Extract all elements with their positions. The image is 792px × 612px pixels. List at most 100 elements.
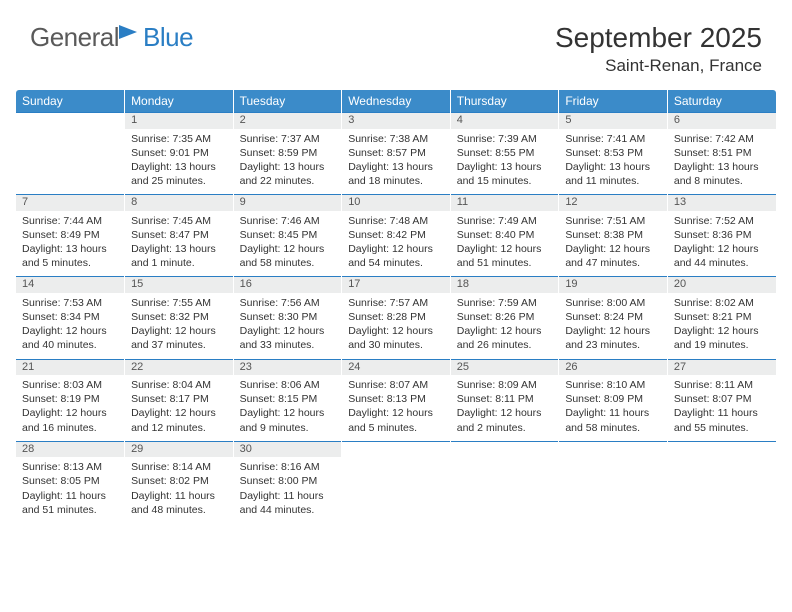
- day-number-row: 78910111213: [16, 195, 776, 211]
- day-number-cell: 25: [450, 359, 559, 375]
- daylight-line: Daylight: 13 hours and 15 minutes.: [457, 160, 553, 188]
- weekday-header: Thursday: [450, 90, 559, 113]
- day-text-row: Sunrise: 7:35 AMSunset: 9:01 PMDaylight:…: [16, 129, 776, 195]
- day-detail-cell: Sunrise: 7:45 AMSunset: 8:47 PMDaylight:…: [125, 211, 234, 277]
- sunset-line: Sunset: 8:40 PM: [457, 228, 553, 242]
- day-detail-cell: [667, 457, 776, 523]
- day-number-cell: [342, 441, 451, 457]
- day-text-row: Sunrise: 7:53 AMSunset: 8:34 PM Daylight:…: [16, 293, 776, 359]
- sunset-line: Sunset: 8:42 PM: [348, 228, 444, 242]
- day-detail-cell: Sunrise: 7:37 AMSunset: 8:59 PMDaylight:…: [233, 129, 342, 195]
- daylight-line: Daylight: 12 hours and 16 minutes.: [22, 406, 118, 434]
- weekday-header: Saturday: [667, 90, 776, 113]
- calendar-table: SundayMondayTuesdayWednesdayThursdayFrid…: [16, 90, 776, 523]
- sunrise-line: Sunrise: 7:41 AM: [565, 132, 661, 146]
- day-number-cell: 19: [559, 277, 668, 293]
- sunset-line: Sunset: 8:17 PM: [131, 392, 227, 406]
- sunrise-line: Sunrise: 7:52 AM: [674, 214, 770, 228]
- day-detail-cell: Sunrise: 8:00 AMSunset: 8:24 PMDaylight:…: [559, 293, 668, 359]
- daylight-line: Daylight: 12 hours and 19 minutes.: [674, 324, 770, 352]
- day-text-row: Sunrise: 8:13 AMSunset: 8:05 PM Daylight:…: [16, 457, 776, 523]
- sunrise-line: Sunrise: 7:53 AM: [22, 296, 118, 310]
- day-detail-cell: Sunrise: 8:16 AMSunset: 8:00 PMDaylight:…: [233, 457, 342, 523]
- sunrise-line: Sunrise: 8:07 AM: [348, 378, 444, 392]
- day-number-cell: 9: [233, 195, 342, 211]
- sunset-line: Sunset: 8:15 PM: [240, 392, 336, 406]
- daylight-line: Daylight: 13 hours and 18 minutes.: [348, 160, 444, 188]
- sunset-line: Sunset: 8:59 PM: [240, 146, 336, 160]
- sunrise-line: Sunrise: 7:55 AM: [131, 296, 227, 310]
- sunrise-line: Sunrise: 8:03 AM: [22, 378, 118, 392]
- sunrise-line: Sunrise: 8:04 AM: [131, 378, 227, 392]
- daylight-line: Daylight: 12 hours and 51 minutes.: [457, 242, 553, 270]
- sunset-line: Sunset: 8:24 PM: [565, 310, 661, 324]
- day-number-cell: [559, 441, 668, 457]
- day-number-cell: 18: [450, 277, 559, 293]
- daylight-line: Daylight: 13 hours and 25 minutes.: [131, 160, 227, 188]
- sunrise-line: Sunrise: 7:37 AM: [240, 132, 336, 146]
- day-number-cell: 29: [125, 441, 234, 457]
- logo-text-general: General: [30, 22, 119, 53]
- day-detail-cell: Sunrise: 7:48 AMSunset: 8:42 PMDaylight:…: [342, 211, 451, 277]
- daylight-line: Daylight: 12 hours and 58 minutes.: [240, 242, 336, 270]
- sunset-line: Sunset: 8:51 PM: [674, 146, 770, 160]
- sunrise-line: Sunrise: 7:39 AM: [457, 132, 553, 146]
- sunrise-line: Sunrise: 8:16 AM: [240, 460, 336, 474]
- sunrise-line: Sunrise: 7:44 AM: [22, 214, 118, 228]
- sunset-line: Sunset: 8:11 PM: [457, 392, 553, 406]
- day-number-cell: 2: [233, 113, 342, 129]
- day-number-cell: 8: [125, 195, 234, 211]
- day-number-cell: [667, 441, 776, 457]
- day-number-cell: 7: [16, 195, 125, 211]
- sunrise-line: Sunrise: 7:45 AM: [131, 214, 227, 228]
- day-number-cell: 24: [342, 359, 451, 375]
- day-number-cell: 15: [125, 277, 234, 293]
- day-detail-cell: Sunrise: 7:46 AMSunset: 8:45 PMDaylight:…: [233, 211, 342, 277]
- weekday-header: Wednesday: [342, 90, 451, 113]
- day-number-row: 14151617181920: [16, 277, 776, 293]
- sunrise-line: Sunrise: 8:14 AM: [131, 460, 227, 474]
- daylight-line: Daylight: 12 hours and 26 minutes.: [457, 324, 553, 352]
- day-number-cell: 12: [559, 195, 668, 211]
- daylight-line: Daylight: 12 hours and 30 minutes.: [348, 324, 444, 352]
- day-number-row: 21222324252627: [16, 359, 776, 375]
- daylight-line: Daylight: 12 hours and 47 minutes.: [565, 242, 661, 270]
- daylight-line: Daylight: 13 hours and 1 minute.: [131, 242, 227, 270]
- sunset-line: Sunset: 9:01 PM: [131, 146, 227, 160]
- day-number-cell: 20: [667, 277, 776, 293]
- daylight-line: Daylight: 11 hours and 48 minutes.: [131, 489, 227, 517]
- day-detail-cell: Sunrise: 8:10 AMSunset: 8:09 PMDaylight:…: [559, 375, 668, 441]
- sunset-line: Sunset: 8:34 PM: [22, 310, 118, 324]
- day-number-cell: 10: [342, 195, 451, 211]
- sunset-line: Sunset: 8:28 PM: [348, 310, 444, 324]
- sunset-line: Sunset: 8:13 PM: [348, 392, 444, 406]
- sunset-line: Sunset: 8:53 PM: [565, 146, 661, 160]
- day-number-cell: 28: [16, 441, 125, 457]
- month-title: September 2025: [555, 22, 762, 54]
- day-number-row: 282930: [16, 441, 776, 457]
- sunset-line: Sunset: 8:05 PM: [22, 474, 118, 488]
- sunrise-line: Sunrise: 7:46 AM: [240, 214, 336, 228]
- sunrise-line: Sunrise: 8:09 AM: [457, 378, 553, 392]
- daylight-line: Daylight: 12 hours and 9 minutes.: [240, 406, 336, 434]
- day-detail-cell: Sunrise: 7:35 AMSunset: 9:01 PMDaylight:…: [125, 129, 234, 195]
- sunset-line: Sunset: 8:45 PM: [240, 228, 336, 242]
- day-number-cell: 4: [450, 113, 559, 129]
- daylight-line: Daylight: 12 hours and 12 minutes.: [131, 406, 227, 434]
- sunset-line: Sunset: 8:57 PM: [348, 146, 444, 160]
- sunrise-line: Sunrise: 7:57 AM: [348, 296, 444, 310]
- weekday-header: Sunday: [16, 90, 125, 113]
- day-detail-cell: Sunrise: 8:14 AMSunset: 8:02 PMDaylight:…: [125, 457, 234, 523]
- sunrise-line: Sunrise: 8:13 AM: [22, 460, 118, 474]
- day-text-row: Sunrise: 7:44 AMSunset: 8:49 PM Daylight:…: [16, 211, 776, 277]
- daylight-line: Daylight: 12 hours and 33 minutes.: [240, 324, 336, 352]
- day-detail-cell: Sunrise: 7:59 AMSunset: 8:26 PMDaylight:…: [450, 293, 559, 359]
- sunset-line: Sunset: 8:49 PM: [22, 228, 118, 242]
- sunrise-line: Sunrise: 7:51 AM: [565, 214, 661, 228]
- sunrise-line: Sunrise: 7:59 AM: [457, 296, 553, 310]
- daylight-line: Daylight: 12 hours and 54 minutes.: [348, 242, 444, 270]
- day-number-cell: 16: [233, 277, 342, 293]
- day-number-cell: 22: [125, 359, 234, 375]
- sunset-line: Sunset: 8:21 PM: [674, 310, 770, 324]
- day-number-cell: 23: [233, 359, 342, 375]
